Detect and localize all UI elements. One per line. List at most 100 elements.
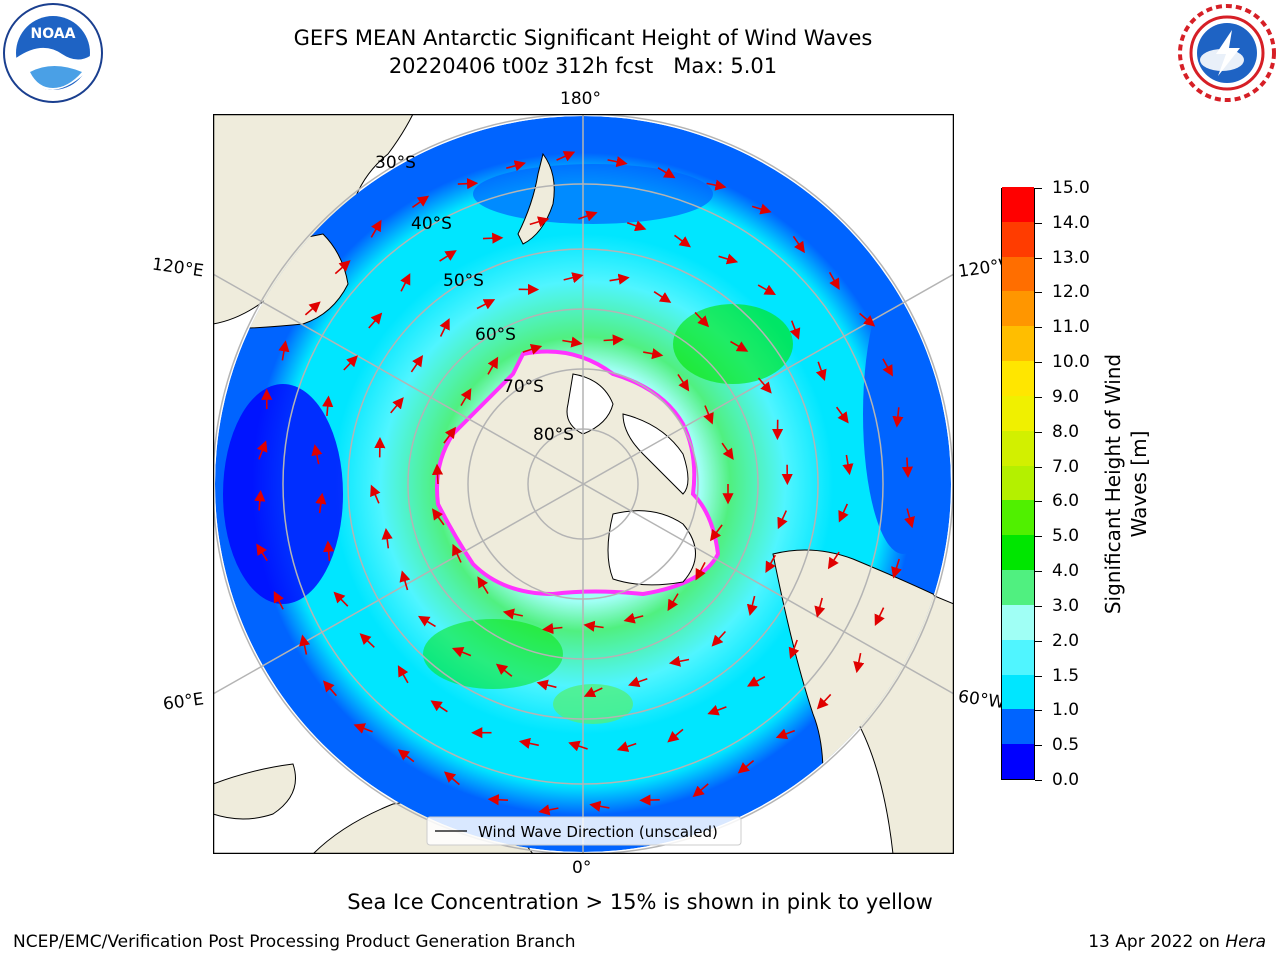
wave-direction-arrow bbox=[439, 250, 457, 262]
colorbar-segment bbox=[1002, 639, 1034, 675]
wave-direction-arrow bbox=[757, 284, 777, 295]
wave-direction-arrow bbox=[901, 457, 914, 478]
colorbar-label-line1: Significant Height of Wind bbox=[1101, 353, 1125, 615]
wave-direction-arrow bbox=[359, 633, 375, 648]
wave-direction-arrow bbox=[431, 508, 445, 526]
wave-direction-arrow bbox=[431, 463, 444, 485]
chart-subtitle: 20220406 t00z 312h fcst Max: 5.01 bbox=[388, 54, 778, 78]
wave-direction-arrow bbox=[443, 771, 460, 786]
wave-direction-arrow bbox=[451, 646, 472, 658]
wave-direction-arrow bbox=[568, 740, 588, 752]
wave-direction-arrow bbox=[311, 444, 323, 465]
colorbar-tick bbox=[1035, 257, 1042, 259]
wave-direction-arrow bbox=[410, 355, 424, 373]
colorbar-tick-label: 10.0 bbox=[1052, 352, 1090, 373]
wave-direction-arrow bbox=[626, 220, 647, 232]
wave-direction-arrow bbox=[789, 320, 801, 340]
noaa-logo-text: NOAA bbox=[31, 26, 76, 42]
wave-direction-arrow bbox=[616, 741, 637, 752]
colorbar-tick bbox=[1035, 222, 1042, 224]
wave-direction-arrow bbox=[430, 700, 448, 713]
colorbar-tick bbox=[1035, 431, 1042, 433]
wave-direction-arrow bbox=[460, 388, 472, 407]
wave-direction-arrow bbox=[775, 728, 795, 740]
wave-direction-arrow bbox=[643, 348, 664, 360]
colorbar-segment bbox=[1002, 430, 1034, 466]
wave-direction-arrow bbox=[788, 639, 800, 660]
wave-direction-arrow bbox=[563, 272, 584, 284]
wave-direction-arrow bbox=[730, 340, 749, 352]
colorbar-tick bbox=[1035, 710, 1042, 712]
wave-direction-arrow bbox=[694, 311, 710, 328]
colorbar-tick-label: 13.0 bbox=[1052, 247, 1090, 268]
wind-wave-arrows bbox=[254, 151, 915, 816]
wave-direction-arrow bbox=[536, 679, 557, 691]
wave-direction-arrow bbox=[653, 291, 672, 303]
wave-direction-arrow bbox=[667, 593, 679, 612]
colorbar-segment bbox=[1002, 708, 1034, 745]
colorbar-segment bbox=[1002, 674, 1034, 710]
colorbar-tick bbox=[1035, 745, 1042, 747]
wave-direction-arrow bbox=[751, 203, 772, 215]
colorbar-label: Significant Height of Wind Waves [m] bbox=[1100, 354, 1152, 634]
colorbar-tick-label: 15.0 bbox=[1052, 178, 1090, 198]
wave-direction-arrow bbox=[891, 558, 902, 579]
wave-direction-arrow bbox=[439, 318, 450, 337]
colorbar-tick-label: 0.5 bbox=[1052, 735, 1080, 756]
wave-direction-arrow bbox=[400, 273, 411, 292]
footer-branch: NCEP/EMC/Verification Post Processing Pr… bbox=[13, 932, 576, 952]
polar-map: 30°S 40°S 50°S 60°S 70°S 80°S Wind Wave … bbox=[213, 114, 954, 854]
wave-direction-arrow bbox=[718, 253, 739, 265]
wave-direction-arrow bbox=[709, 524, 723, 542]
wave-direction-arrow bbox=[457, 178, 479, 190]
wave-direction-arrow bbox=[562, 336, 583, 348]
colorbar-tick bbox=[1035, 396, 1042, 398]
wave-direction-arrow bbox=[859, 312, 876, 327]
colorbar-tick bbox=[1035, 466, 1042, 468]
wave-direction-arrow bbox=[721, 442, 734, 460]
colorbar-tick-label: 7.0 bbox=[1052, 456, 1080, 477]
wave-direction-arrow bbox=[667, 728, 684, 743]
wave-direction-arrow bbox=[254, 490, 266, 511]
colorbar-tick-label: 5.0 bbox=[1052, 526, 1080, 547]
wave-direction-arrow bbox=[370, 219, 382, 238]
colorbar-tick-label: 14.0 bbox=[1052, 212, 1090, 233]
lat-label-70s: 70°S bbox=[503, 377, 544, 397]
colorbar-tick-label: 3.0 bbox=[1052, 595, 1080, 616]
wave-direction-arrow bbox=[482, 232, 504, 244]
wave-direction-arrow bbox=[556, 151, 576, 162]
wave-direction-arrow bbox=[706, 179, 727, 191]
wave-direction-arrow bbox=[874, 607, 885, 626]
wave-direction-arrow bbox=[707, 704, 727, 716]
colorbar-tick-label: 1.0 bbox=[1052, 700, 1080, 721]
wave-direction-arrow bbox=[476, 299, 496, 310]
noaa-logo-icon: NOAA bbox=[3, 3, 103, 103]
lat-label-30s: 30°S bbox=[375, 153, 416, 173]
colorbar-label-line2: Waves [m] bbox=[1127, 430, 1151, 538]
colorbar-segment bbox=[1002, 395, 1034, 431]
lat-label-60s: 60°S bbox=[475, 325, 516, 345]
wave-direction-arrow bbox=[835, 406, 849, 424]
wave-direction-arrow bbox=[538, 804, 559, 816]
colorbar-tick-label: 2.0 bbox=[1052, 630, 1080, 651]
colorbar-segment bbox=[1002, 360, 1034, 396]
wave-direction-arrow bbox=[838, 503, 849, 523]
wave-direction-arrow bbox=[322, 680, 338, 697]
wave-direction-arrow bbox=[506, 160, 526, 172]
wave-direction-arrow bbox=[668, 655, 690, 667]
wave-direction-arrow bbox=[518, 737, 539, 749]
wave-direction-arrow bbox=[304, 301, 321, 316]
footer-date: 13 Apr 2022 on Hera bbox=[1088, 932, 1266, 952]
wave-direction-arrow bbox=[273, 591, 284, 610]
wave-direction-arrow bbox=[746, 595, 758, 616]
wave-direction-arrow bbox=[746, 675, 766, 687]
wave-direction-arrow bbox=[703, 405, 714, 425]
wave-direction-arrow bbox=[765, 554, 777, 574]
wave-direction-arrow bbox=[853, 652, 865, 674]
colorbar-tick bbox=[1035, 675, 1042, 677]
colorbar-tick bbox=[1035, 327, 1042, 329]
wave-direction-arrow bbox=[816, 693, 832, 710]
colorbar-segment bbox=[1002, 221, 1034, 257]
wave-direction-arrow bbox=[814, 597, 826, 618]
lon-label-60e: 60°E bbox=[161, 689, 206, 715]
